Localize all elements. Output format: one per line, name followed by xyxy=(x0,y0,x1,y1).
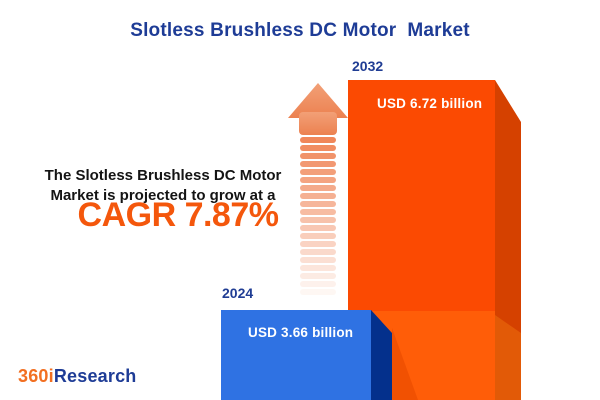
cagr-value: CAGR 7.87% xyxy=(77,196,279,234)
bar-2032-side-lower xyxy=(495,315,521,400)
arrow-stripe xyxy=(300,169,336,175)
arrow-stripe xyxy=(300,193,336,199)
page-title: Slotless Brushless DC Motor Market xyxy=(130,20,470,41)
logo-part-360i: 360i xyxy=(18,366,54,386)
arrow-stripe xyxy=(300,185,336,191)
arrow-stripe xyxy=(300,217,336,223)
arrow-stripe xyxy=(300,209,336,215)
arrow-stripe xyxy=(300,201,336,207)
annotation-text: The Slotless Brushless DC Motor Market i… xyxy=(32,166,294,206)
bar-2024-shadow xyxy=(392,328,418,400)
logo-part-research: Research xyxy=(53,366,137,386)
arrow-stripe xyxy=(300,161,336,167)
growth-arrow-icon xyxy=(287,83,349,295)
year-label-2032: 2032 xyxy=(352,58,384,74)
arrow-stripe xyxy=(300,281,336,287)
arrow-stripe xyxy=(300,289,336,295)
arrow-stripe xyxy=(300,249,336,255)
arrow-stripe xyxy=(300,241,336,247)
brand-logo: 360iResearch xyxy=(18,366,137,387)
arrow-head xyxy=(288,83,348,135)
arrow-stripe xyxy=(300,233,336,239)
arrow-stripe xyxy=(300,265,336,271)
annotation-line1: The Slotless Brushless DC Motor xyxy=(44,167,282,184)
arrow-stripe xyxy=(300,145,336,151)
arrow-stripe xyxy=(300,273,336,279)
value-label-2032: USD 6.72 billion xyxy=(377,96,483,111)
value-label-2024: USD 3.66 billion xyxy=(248,325,354,340)
arrow-stripe xyxy=(300,225,336,231)
arrow-stripes xyxy=(300,137,336,295)
arrow-stripe xyxy=(300,257,336,263)
annotation-line2: Market is projected to grow at a xyxy=(50,186,276,204)
arrow-stripe xyxy=(300,153,336,159)
arrow-stripe xyxy=(300,177,336,183)
bar-2024-face xyxy=(221,310,371,400)
arrow-stripe xyxy=(300,137,336,143)
year-label-2024: 2024 xyxy=(222,285,254,301)
bar-2024-side xyxy=(371,310,392,400)
